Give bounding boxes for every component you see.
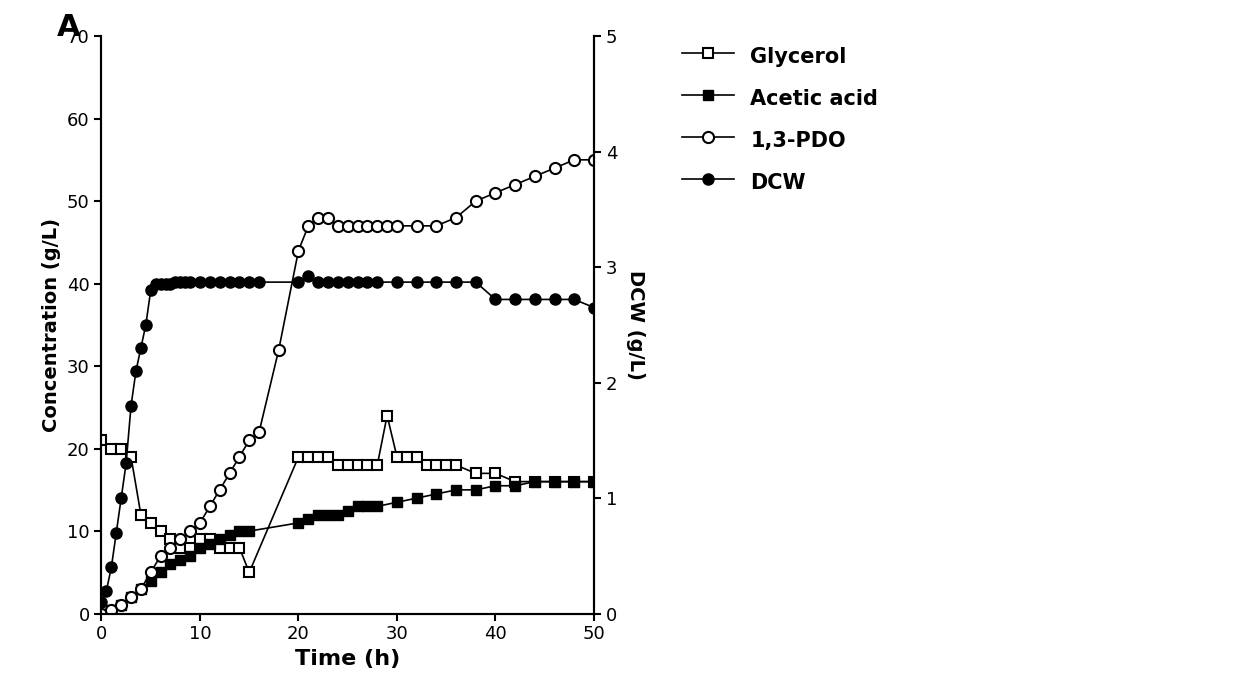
Y-axis label: DCW (g/L): DCW (g/L) [626,270,645,380]
Y-axis label: Concentration (g/L): Concentration (g/L) [42,218,61,432]
Text: A: A [57,13,81,42]
X-axis label: Time (h): Time (h) [295,649,401,669]
Legend: Glycerol, Acetic acid, 1,3-PDO, DCW: Glycerol, Acetic acid, 1,3-PDO, DCW [673,35,887,203]
